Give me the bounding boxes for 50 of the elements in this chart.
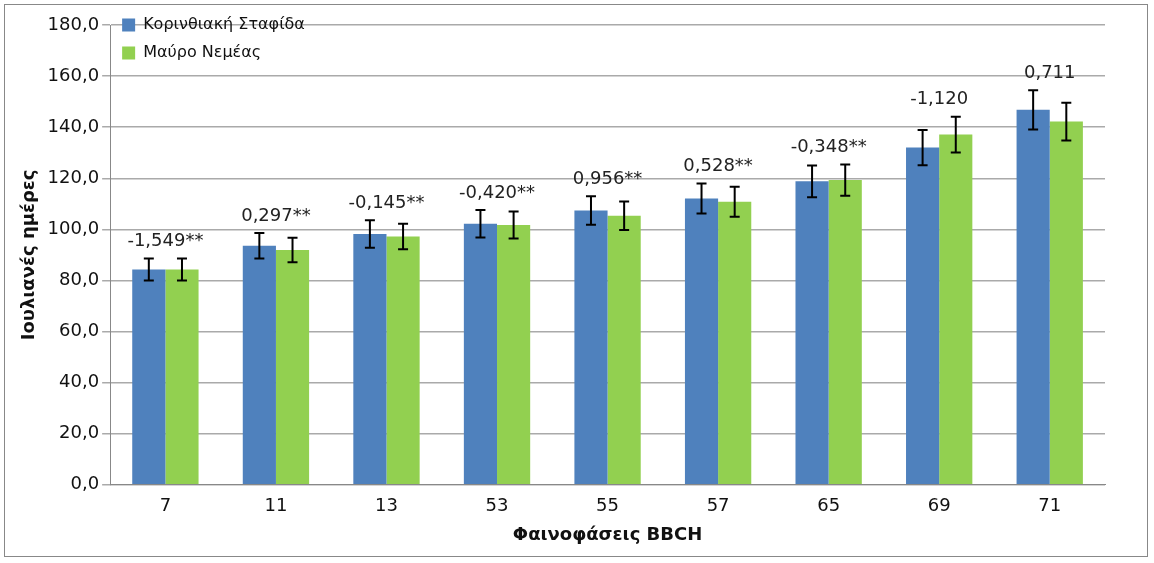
x-tick-label: 55 [596, 494, 620, 516]
bar [939, 134, 973, 485]
bar [497, 225, 531, 485]
bar [463, 223, 498, 485]
x-tick-label: 71 [1038, 494, 1062, 516]
x-tick-label: 57 [706, 494, 730, 516]
annotation: -0,145** [348, 190, 425, 212]
y-axis-title: Ιουλιανές ημέρες [17, 169, 39, 341]
y-tick-label: 140,0 [47, 114, 100, 136]
y-tick-label: 40,0 [59, 370, 100, 392]
annotation: 0,956** [572, 166, 643, 188]
x-tick-label: 65 [817, 494, 841, 516]
y-tick-label: 120,0 [47, 165, 100, 187]
legend-label: Κορινθιακή Σταφίδα [143, 14, 305, 34]
y-tick-label: 60,0 [59, 319, 100, 341]
annotation: -1,120 [910, 87, 969, 109]
bar [1016, 109, 1050, 485]
x-tick-label: 69 [927, 494, 951, 516]
bar [684, 198, 719, 485]
annotation: 0,297** [241, 203, 311, 225]
bar [574, 210, 608, 485]
y-tick-label: 100,0 [47, 217, 100, 239]
annotation: 0,711 [1023, 60, 1076, 82]
x-tick-label: 53 [485, 494, 509, 516]
y-tick-label: 20,0 [59, 421, 100, 443]
bar [1049, 121, 1083, 485]
bar [828, 180, 862, 485]
bar [795, 181, 829, 485]
bar [242, 245, 276, 485]
y-tick-label: 80,0 [59, 268, 100, 290]
x-tick-label: 13 [375, 494, 398, 516]
annotation: -0,348** [790, 135, 867, 157]
y-tick-label: 160,0 [47, 63, 100, 85]
y-tick-label: 0,0 [70, 472, 100, 494]
bar [386, 236, 420, 485]
bar [718, 201, 752, 485]
bar [607, 215, 641, 485]
x-axis-title: Φαινοφάσεις BBCH [512, 522, 703, 544]
annotation: -1,549** [127, 229, 204, 251]
bar [165, 269, 199, 485]
bar [353, 233, 387, 485]
legend-label: Μαύρο Νεμέας [143, 42, 262, 62]
x-tick-label: 11 [264, 494, 288, 516]
bar [275, 250, 310, 485]
bar [132, 269, 166, 485]
y-tick-label: 180,0 [47, 12, 100, 34]
annotation: -0,420** [459, 180, 536, 202]
bar [906, 147, 940, 485]
x-tick-label: 7 [159, 494, 172, 516]
annotation: 0,528** [683, 154, 753, 176]
